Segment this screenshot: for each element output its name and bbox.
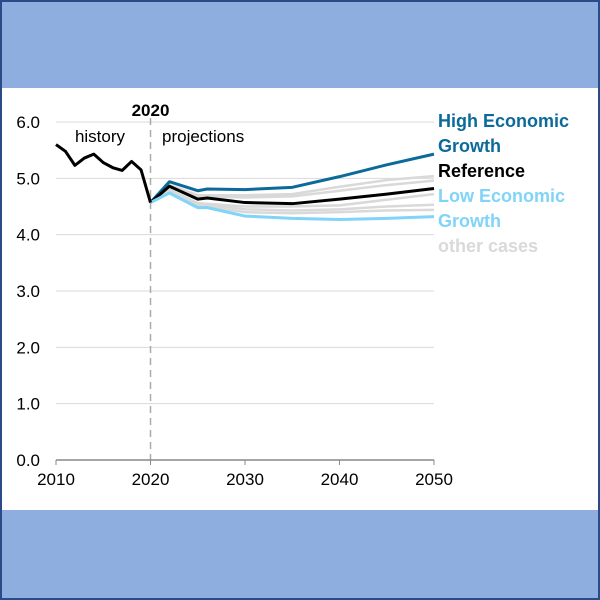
series-line-high-economic-growth <box>149 152 435 204</box>
y-tick-label: 5.0 <box>16 169 40 188</box>
legend-label: other cases <box>438 236 538 256</box>
series-line-reference <box>149 184 435 206</box>
divider-label: 2020 <box>132 101 170 120</box>
x-tick-label: 2020 <box>132 470 170 489</box>
x-tick-label: 2050 <box>415 470 453 489</box>
history-label: history <box>75 127 126 146</box>
legend-label: High Economic <box>438 111 569 131</box>
legend-label: Reference <box>438 161 525 181</box>
chart-panel <box>2 88 598 510</box>
projections-label: projections <box>162 127 244 146</box>
series-line-low-economic-growth <box>149 191 435 221</box>
y-tick-label: 3.0 <box>16 282 40 301</box>
y-tick-label: 0.0 <box>16 451 40 470</box>
x-tick-label: 2040 <box>321 470 359 489</box>
y-tick-label: 2.0 <box>16 338 40 357</box>
y-tick-label: 1.0 <box>16 395 40 414</box>
legend-label: Low Economic <box>438 186 565 206</box>
y-tick-label: 6.0 <box>16 113 40 132</box>
legend-label: Growth <box>438 136 501 156</box>
y-tick-label: 4.0 <box>16 226 40 245</box>
legend-label: Growth <box>438 211 501 231</box>
x-tick-label: 2030 <box>226 470 264 489</box>
history-line <box>55 143 152 203</box>
x-tick-label: 2010 <box>37 470 75 489</box>
